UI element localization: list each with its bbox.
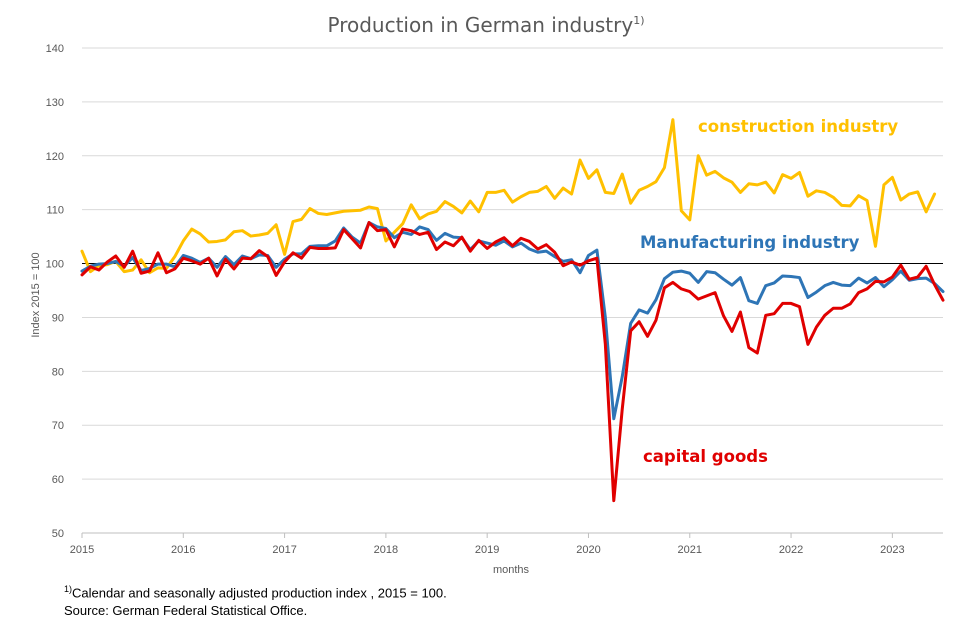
label-construction-industry: construction industry [698, 117, 898, 136]
y-tick-label: 120 [46, 151, 64, 163]
chart-title-main: Production in German industry [327, 13, 633, 37]
series-lines [80, 118, 945, 503]
x-tick-label: 2016 [171, 544, 195, 556]
y-tick-label: 50 [52, 528, 64, 540]
chart-title-superscript: 1) [633, 14, 644, 27]
x-tick-label: 2022 [779, 544, 803, 556]
footnote-1-text: Calendar and seasonally adjusted product… [72, 585, 447, 601]
series-line-capital-goods [80, 221, 945, 503]
y-tick-label: 130 [46, 97, 64, 109]
footnote-marker: 1) [64, 584, 73, 594]
x-tick-label: 2015 [70, 544, 94, 556]
footnote-source: Source: German Federal Statistical Offic… [64, 603, 308, 618]
series-line-construction-industry [80, 118, 937, 275]
footnote-1: 1)Calendar and seasonally adjusted produ… [64, 584, 447, 600]
label-capital-goods: capital goods [643, 447, 768, 466]
x-axis-title: months [493, 564, 530, 576]
x-tick-label: 2018 [374, 544, 398, 556]
y-tick-label: 70 [52, 420, 64, 432]
y-axis-title: Index 2015 = 100 [30, 252, 42, 337]
chart-title: Production in German industry1) [327, 13, 644, 37]
x-tick-label: 2021 [678, 544, 702, 556]
x-tick-label: 2023 [880, 544, 904, 556]
x-tick-label: 2019 [475, 544, 499, 556]
y-tick-label: 110 [46, 205, 64, 217]
y-tick-label: 80 [52, 366, 64, 378]
axes: 50 60 70 80 90 100 110 120 130 140 2015 2016 2017 201… [46, 43, 943, 556]
x-tick-label: 2017 [272, 544, 296, 556]
label-manufacturing-industry: Manufacturing industry [640, 233, 860, 252]
y-tick-label: 100 [46, 259, 64, 271]
y-tick-label: 140 [46, 43, 64, 55]
y-tick-label: 90 [52, 312, 64, 324]
x-tick-label: 2020 [576, 544, 600, 556]
y-tick-label: 60 [52, 474, 64, 486]
series-line-manufacturing-industry [80, 221, 945, 421]
